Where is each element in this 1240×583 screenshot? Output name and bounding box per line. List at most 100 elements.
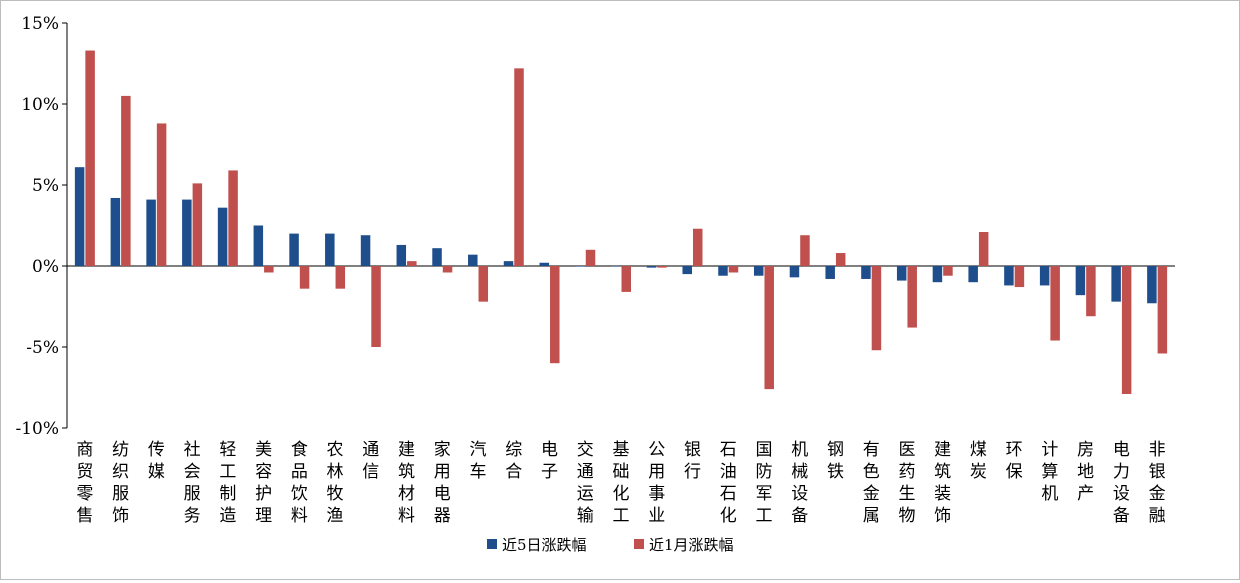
bar-5d-26: [968, 266, 978, 283]
category-label: 综合: [505, 440, 522, 482]
category-label: 社会服务: [184, 440, 201, 526]
category-label: 环保: [1006, 440, 1023, 482]
bar-5d-3: [146, 199, 156, 266]
bar-5d-13: [503, 261, 514, 266]
category-label: 非银金融: [1149, 440, 1166, 526]
bar-1m-16: [621, 266, 631, 292]
category-label: 建筑装饰: [934, 440, 951, 526]
y-tick-label: 15%: [21, 14, 59, 34]
bar-1m-27: [1014, 266, 1025, 288]
category-label: 家用电器: [434, 440, 451, 526]
category-label: 食品饮料: [291, 440, 308, 526]
bar-5d-25: [932, 266, 943, 283]
bar-1m-2: [121, 95, 131, 267]
bar-5d-20: [753, 266, 764, 276]
category-label: 传媒: [148, 440, 165, 482]
bar-5d-1: [74, 167, 85, 266]
bar-1m-17: [657, 266, 667, 268]
y-tick-label: 0%: [32, 257, 59, 277]
bar-5d-31: [1147, 266, 1157, 304]
category-label: 房地产: [1077, 440, 1094, 504]
bar-1m-26: [978, 231, 989, 266]
chart-legend: 近5日涨跌幅 近1月涨跌幅: [487, 536, 734, 554]
bar-1m-30: [1121, 266, 1132, 394]
chart-bars: [74, 50, 1168, 394]
bar-1m-22: [835, 253, 846, 266]
bar-1m-5: [228, 170, 238, 266]
bar-5d-14: [539, 262, 550, 266]
bar-1m-3: [156, 123, 167, 266]
category-label: 有色金属: [863, 440, 880, 526]
bar-1m-11: [442, 266, 453, 273]
y-tick-label: 5%: [32, 176, 59, 196]
bar-5d-27: [1004, 266, 1014, 286]
category-label: 通信: [362, 440, 379, 482]
category-label: 机械设备: [791, 440, 808, 526]
bar-5d-19: [718, 266, 728, 276]
y-tick-label: 10%: [21, 95, 59, 115]
category-label: 银行: [684, 440, 701, 482]
bar-1m-20: [764, 266, 774, 390]
legend-item-2: 近1月涨跌幅: [634, 536, 734, 554]
category-label: 医药生物: [898, 440, 915, 526]
category-label: 煤炭: [970, 440, 987, 482]
bar-5d-11: [432, 248, 442, 266]
bar-1m-10: [407, 261, 417, 266]
category-label: 农林牧渔: [327, 440, 344, 526]
category-label: 石油石化: [720, 440, 737, 526]
bar-5d-18: [682, 266, 692, 275]
category-label: 电力设备: [1113, 440, 1130, 526]
category-label: 公用事业: [648, 440, 665, 526]
bar-5d-22: [825, 266, 835, 279]
bar-5d-4: [182, 199, 192, 266]
bar-5d-15: [575, 266, 585, 267]
bar-5d-10: [396, 244, 407, 266]
legend-swatch: [634, 539, 644, 549]
category-label: 商贸零售: [76, 440, 93, 526]
chart-axes: 15% 10% 5% 0% -5% -10%: [15, 14, 1175, 439]
bar-5d-21: [789, 266, 800, 278]
category-label: 钢铁: [827, 440, 844, 482]
bar-5d-23: [861, 266, 871, 279]
bar-1m-21: [800, 235, 810, 266]
bar-1m-24: [907, 266, 917, 328]
category-label: 交通运输: [577, 440, 594, 526]
bar-1m-1: [85, 50, 95, 266]
bar-1m-8: [335, 266, 346, 289]
bar-1m-31: [1157, 266, 1168, 354]
bar-1m-28: [1050, 266, 1060, 341]
category-label: 国防军工: [755, 440, 772, 526]
bar-5d-29: [1075, 266, 1086, 296]
bar-5d-2: [110, 197, 121, 266]
bar-1m-12: [478, 266, 489, 302]
category-label: 电子: [541, 440, 558, 482]
bar-1m-4: [192, 183, 203, 266]
bar-5d-28: [1039, 266, 1050, 286]
bar-1m-9: [371, 266, 381, 347]
category-label: 建筑材料: [398, 440, 415, 526]
y-tick-label: -5%: [26, 338, 59, 358]
bar-1m-7: [299, 266, 310, 289]
category-label: 汽车: [470, 440, 487, 482]
category-labels: 商贸零售 纺织服饰 传媒 社会服务 轻工制造 美容护理 食品饮料 农林牧渔 通信 建筑材料 家用电器…: [76, 440, 1165, 526]
category-label: 轻工制造: [219, 440, 236, 526]
bar-1m-15: [585, 249, 596, 266]
legend-label: 近5日涨跌幅: [502, 536, 587, 554]
bar-5d-5: [217, 207, 228, 266]
category-label: 美容护理: [255, 440, 272, 526]
bar-1m-6: [264, 266, 274, 273]
bar-1m-25: [943, 266, 953, 276]
y-tick-label: -10%: [15, 419, 59, 439]
bar-5d-16: [611, 266, 621, 267]
series-1: [74, 167, 1157, 304]
bar-1m-23: [871, 266, 882, 351]
bar-5d-8: [325, 233, 335, 266]
bar-5d-9: [360, 235, 371, 266]
bar-5d-6: [253, 225, 264, 266]
bar-1m-18: [692, 228, 703, 266]
category-label: 基础化工: [613, 440, 630, 526]
bar-1m-29: [1086, 266, 1096, 317]
bar-5d-30: [1111, 266, 1121, 302]
